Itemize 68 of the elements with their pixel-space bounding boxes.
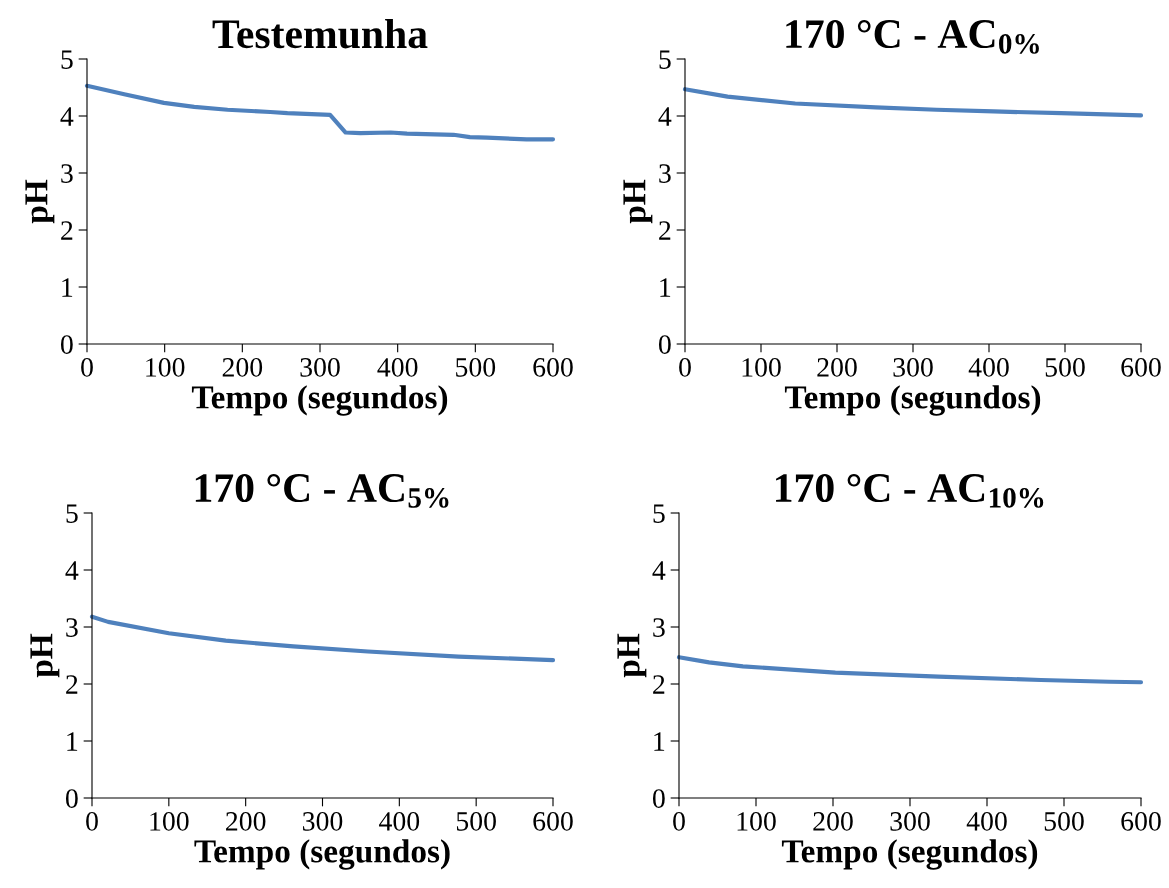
y-tick-label: 4 bbox=[60, 107, 74, 126]
x-tick-label: 600 bbox=[1121, 358, 1161, 377]
x-axis-title: Tempo (segundos) bbox=[191, 385, 448, 416]
x-tick-label: 500 bbox=[456, 812, 496, 831]
x-axis-title: Tempo (segundos) bbox=[194, 839, 450, 870]
x-tick-label: 200 bbox=[226, 812, 266, 831]
x-tick-label: 400 bbox=[377, 358, 418, 377]
line-series bbox=[84, 83, 556, 142]
x-tick-label: 500 bbox=[1044, 812, 1084, 831]
x-tick-label: 600 bbox=[533, 358, 573, 377]
line-series bbox=[89, 614, 556, 663]
y-tick-label: 3 bbox=[659, 164, 671, 183]
x-axis-title: Tempo (segundos) bbox=[784, 385, 1041, 416]
x-tick-label: 400 bbox=[968, 358, 1009, 377]
y-tick-label: 5 bbox=[653, 504, 665, 523]
y-tick-label: 4 bbox=[658, 107, 672, 126]
y-tick-label: 3 bbox=[66, 618, 78, 637]
y-tick-label: 1 bbox=[654, 732, 665, 751]
y-tick-label: 4 bbox=[65, 561, 79, 580]
y-tick-label: 0 bbox=[652, 789, 665, 808]
y-tick-label: 3 bbox=[653, 618, 665, 637]
x-axis-title: Tempo (segundos) bbox=[781, 839, 1038, 870]
chart-title: 170 °C - AC$_{0%}$ bbox=[786, 19, 1039, 54]
chart-title: 170 °C - AC$_{10%}$ bbox=[776, 473, 1044, 508]
x-tick-label: 600 bbox=[1121, 812, 1161, 831]
x-tick-label: 500 bbox=[1045, 358, 1085, 377]
y-tick-label: 0 bbox=[65, 789, 78, 808]
y-tick-label: 2 bbox=[61, 221, 73, 240]
y-tick-label: 4 bbox=[652, 561, 666, 580]
y-tick-label: 2 bbox=[653, 675, 665, 694]
y-tick-label: 0 bbox=[60, 335, 73, 354]
x-tick-label: 300 bbox=[893, 358, 933, 377]
x-tick-label: 400 bbox=[966, 812, 1007, 831]
y-axis-title: pH bbox=[25, 179, 55, 224]
x-tick-label: 100 bbox=[742, 358, 781, 377]
x-tick-label: 300 bbox=[890, 812, 930, 831]
x-tick-label: 0 bbox=[673, 812, 685, 831]
x-tick-label: 300 bbox=[300, 358, 340, 377]
x-tick-label: 200 bbox=[222, 358, 263, 377]
x-tick-label: 100 bbox=[146, 358, 185, 377]
y-tick-label: 0 bbox=[658, 335, 671, 354]
x-tick-label: 0 bbox=[81, 358, 93, 377]
y-axis-title: pH bbox=[30, 633, 60, 678]
line-series bbox=[682, 87, 1144, 118]
y-tick-label: 1 bbox=[67, 732, 78, 751]
x-tick-label: 200 bbox=[813, 812, 853, 831]
line-series bbox=[676, 655, 1144, 685]
y-tick-label: 3 bbox=[61, 164, 73, 183]
y-axis-title: pH bbox=[617, 633, 647, 678]
x-tick-label: 0 bbox=[679, 358, 691, 377]
y-tick-label: 1 bbox=[660, 278, 671, 297]
y-tick-label: 5 bbox=[61, 50, 73, 69]
x-tick-label: 600 bbox=[533, 812, 573, 831]
x-tick-label: 200 bbox=[817, 358, 857, 377]
chart-title: Testemunha bbox=[212, 18, 428, 49]
x-tick-label: 300 bbox=[302, 812, 343, 831]
x-tick-label: 400 bbox=[379, 812, 420, 831]
chart-title: 170 °C - AC$_{5%}$ bbox=[195, 473, 449, 508]
y-tick-label: 2 bbox=[66, 675, 78, 694]
x-tick-label: 100 bbox=[150, 812, 189, 831]
x-tick-label: 0 bbox=[86, 812, 98, 831]
x-tick-label: 100 bbox=[737, 812, 776, 831]
y-tick-label: 5 bbox=[66, 504, 78, 523]
y-axis-title: pH bbox=[623, 179, 653, 224]
x-tick-label: 500 bbox=[456, 358, 496, 377]
y-tick-label: 1 bbox=[62, 278, 73, 297]
y-tick-label: 5 bbox=[659, 50, 671, 69]
y-tick-label: 2 bbox=[659, 221, 671, 240]
